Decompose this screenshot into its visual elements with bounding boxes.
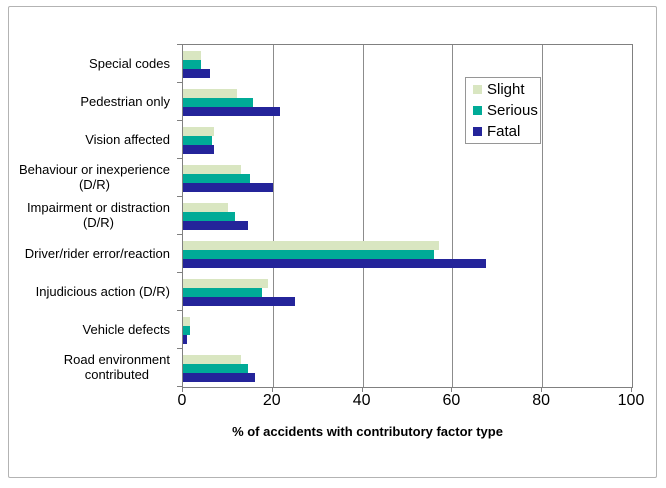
x-tick [182,387,183,392]
category-label: Vision affected [85,131,170,147]
x-tick [631,387,632,392]
x-axis-title: % of accidents with contributory factor … [232,424,503,439]
category-label: Road environment contributed [63,352,170,382]
plot-area [182,44,633,388]
y-tick [177,120,182,121]
gridline-60 [452,45,454,387]
gridline-40 [362,45,364,387]
legend-swatch-icon [473,85,482,94]
x-tick [541,387,543,392]
category-label: Driver/rider error/reaction [24,245,170,261]
bar-slight [183,88,237,98]
bar-slight [183,202,228,212]
bar-serious [183,325,190,335]
bar-serious [183,59,201,69]
x-tick [271,387,273,392]
y-tick [177,158,182,159]
bar-serious [183,173,251,183]
category-label: Impairment or distraction (D/R) [26,200,170,230]
legend-label: Fatal [487,123,521,140]
category-label: Behaviour or inexperience (D/R) [18,162,170,192]
x-tick-label: 60 [442,392,461,409]
legend-item-serious: Serious [473,100,540,121]
bar-serious [183,287,262,297]
bar-fatal [183,220,249,230]
y-tick [177,310,182,311]
category-label: Injudicious action (D/R) [35,283,170,299]
category-label: Pedestrian only [80,93,170,109]
category-label: Special codes [89,55,170,71]
bar-serious [183,363,249,373]
y-tick [177,272,182,273]
legend-label: Slight [487,81,525,98]
bar-fatal [183,106,280,116]
bar-serious [183,135,213,145]
y-tick [177,386,182,387]
bar-fatal [183,68,210,78]
x-tick-label: 0 [177,392,187,409]
bar-slight [183,354,242,364]
x-tick [451,387,453,392]
bar-slight [183,278,269,288]
bar-serious [183,97,253,107]
x-tick-label: 40 [352,392,371,409]
bar-slight [183,164,242,174]
bar-fatal [183,334,188,344]
bar-fatal [183,182,273,192]
y-tick [177,44,182,45]
bar-slight [183,316,190,326]
x-tick-label: 80 [532,392,551,409]
x-tick [361,387,363,392]
y-tick [177,348,182,349]
bar-slight [183,126,215,136]
bar-serious [183,249,435,259]
y-tick [177,196,182,197]
bar-slight [183,50,201,60]
bar-fatal [183,296,296,306]
bar-fatal [183,144,215,154]
x-tick-label: 100 [617,392,645,409]
bar-slight [183,240,439,250]
y-tick [177,82,182,83]
gridline-80 [542,45,544,387]
y-axis-labels: Special codes Pedestrian only Vision affec… [10,44,176,386]
y-tick [177,234,182,235]
legend-swatch-icon [473,106,482,115]
category-label: Vehicle defects [82,321,170,337]
legend-item-slight: Slight [473,79,540,100]
x-tick-label: 20 [262,392,281,409]
legend-item-fatal: Fatal [473,121,540,142]
bar-serious [183,211,235,221]
bar-fatal [183,372,255,382]
legend: Slight Serious Fatal [465,77,541,144]
legend-label: Serious [487,102,538,119]
legend-swatch-icon [473,127,482,136]
gridline-20 [272,45,274,387]
bar-fatal [183,258,487,268]
